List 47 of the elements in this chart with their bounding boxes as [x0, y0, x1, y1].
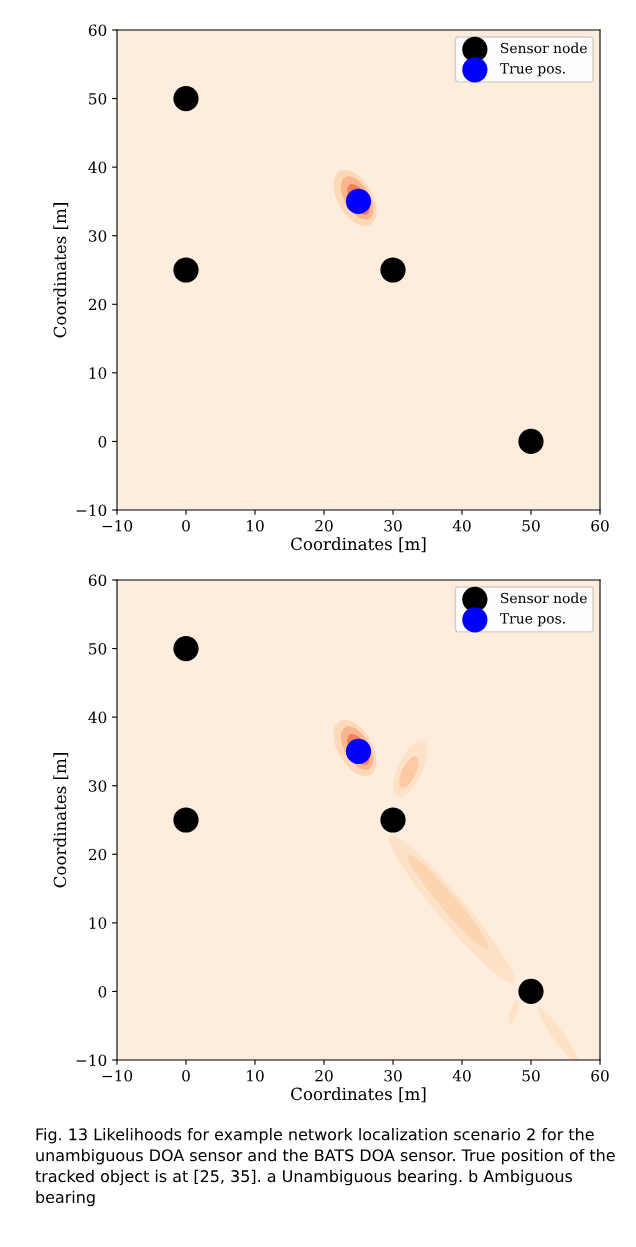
- y-tick-label: 40: [88, 711, 107, 724]
- x-tick-label: 0: [182, 519, 190, 532]
- y-tick-label: −10: [76, 504, 107, 517]
- point: [173, 635, 199, 662]
- x-tick-label: 60: [591, 1069, 609, 1082]
- x-tick-label: 60: [591, 519, 609, 532]
- x-tick-label: 20: [315, 1069, 333, 1082]
- y-axis-title: Coordinates [m]: [53, 203, 69, 338]
- y-tick-label: 60: [88, 574, 107, 587]
- y-tick-label: −10: [76, 1054, 107, 1067]
- x-axis-title: Coordinates [m]: [291, 1087, 426, 1103]
- x-tick-label: 10: [247, 1069, 264, 1082]
- x-tick-label: 0: [182, 1069, 190, 1082]
- y-tick-label: 10: [89, 917, 107, 929]
- x-tick-label: 30: [384, 1069, 402, 1082]
- caption: Fig. 13 Likelihoods for example network localization scenario 2 for the unambiguous DOA sensor and the BATS DOA sensor. True position of the tracked object is at [25, 35]. a Unambiguous bearing. b Ambiguous bearing: [35, 1128, 615, 1207]
- x-tick-label: 50: [522, 519, 540, 532]
- y-tick-label: 30: [89, 230, 107, 242]
- y-tick-label: 30: [89, 780, 107, 792]
- point: [518, 428, 544, 455]
- y-axis-title: Coordinates [m]: [53, 753, 69, 888]
- point: [380, 807, 406, 833]
- y-tick-label: 20: [88, 298, 107, 311]
- legend-label: True pos.: [500, 613, 565, 627]
- point: [173, 257, 199, 283]
- y-tick-label: 50: [89, 93, 107, 105]
- x-tick-label: 10: [247, 519, 264, 532]
- y-tick-label: 60: [88, 24, 107, 37]
- x-tick-label: 30: [384, 519, 402, 532]
- y-tick-label: 20: [88, 848, 107, 861]
- y-tick-label: 0: [98, 435, 107, 448]
- y-tick-label: 10: [89, 367, 107, 379]
- x-tick-label: 50: [522, 1069, 540, 1082]
- point: [380, 257, 406, 283]
- x-tick-label: 40: [452, 519, 471, 532]
- legend-label: True pos.: [500, 63, 565, 77]
- y-tick-label: 50: [89, 643, 107, 655]
- point: [518, 978, 544, 1005]
- x-tick-label: 20: [315, 519, 333, 532]
- legend-label: Sensor node: [501, 42, 587, 54]
- legend-label: Sensor node: [501, 592, 587, 604]
- x-axis-title: Coordinates [m]: [291, 537, 426, 553]
- y-tick-label: 40: [88, 161, 107, 174]
- point: [173, 807, 199, 833]
- x-tick-label: 40: [452, 1069, 471, 1082]
- point: [173, 85, 199, 112]
- y-tick-label: 0: [98, 985, 107, 998]
